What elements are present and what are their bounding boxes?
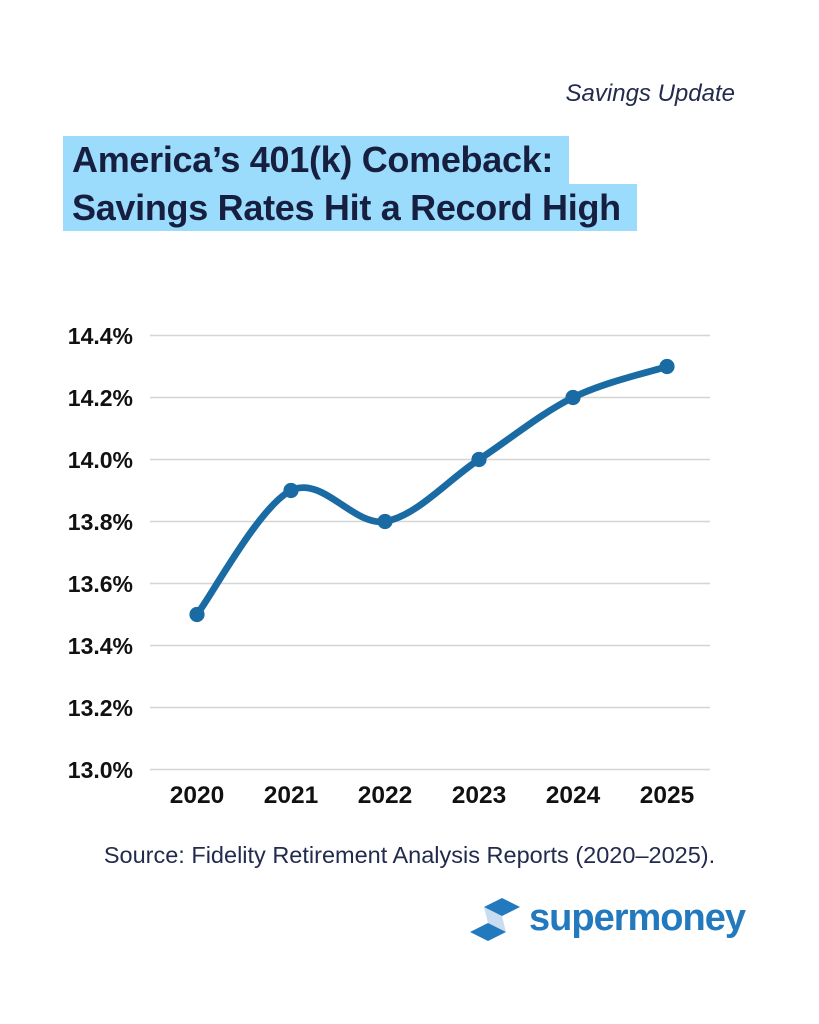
svg-text:2023: 2023 [452,782,507,809]
svg-text:14.0%: 14.0% [68,447,133,473]
logo-bottom-diamond [470,923,507,941]
chart-gridlines [150,334,710,771]
page-title: America’s 401(k) Comeback: Savings Rates… [63,136,637,231]
svg-text:2020: 2020 [170,782,225,809]
source-note: Source: Fidelity Retirement Analysis Rep… [103,842,716,868]
logo-ribbon-band [484,907,507,932]
svg-text:14.4%: 14.4% [68,323,133,349]
supermoney-logo-icon [470,898,521,941]
svg-text:2021: 2021 [264,782,319,809]
brand-logo-text: supermoney [529,896,746,939]
chart-y-axis-labels: 13.0% 13.2% 13.4% 13.6% 13.8% 14.0% 14.2% 14.4% [68,323,133,783]
svg-text:2025: 2025 [640,782,695,809]
savings-rate-chart: 13.0% 13.2% 13.4% 13.6% 13.8% 14.0% 14.2% 14.4%… [68,323,710,809]
svg-text:13.6%: 13.6% [68,571,133,597]
svg-text:13.2%: 13.2% [68,695,133,721]
svg-text:2024: 2024 [546,782,601,809]
svg-text:2022: 2022 [358,782,413,809]
svg-text:14.2%: 14.2% [68,385,133,411]
brand-logo: supermoney [470,896,746,943]
svg-text:13.4%: 13.4% [68,633,133,659]
chart-line-series [189,358,675,623]
logo-top-diamond [484,898,521,916]
eyebrow-label: Savings Update [565,80,735,107]
chart-x-axis-labels: 2020 2021 2022 2023 2024 2025 [170,782,695,809]
svg-text:13.8%: 13.8% [68,509,133,535]
page-title-line-1: America’s 401(k) Comeback: [63,136,570,184]
svg-text:13.0%: 13.0% [68,757,133,783]
page-title-line-2: Savings Rates Hit a Record High [63,183,637,231]
